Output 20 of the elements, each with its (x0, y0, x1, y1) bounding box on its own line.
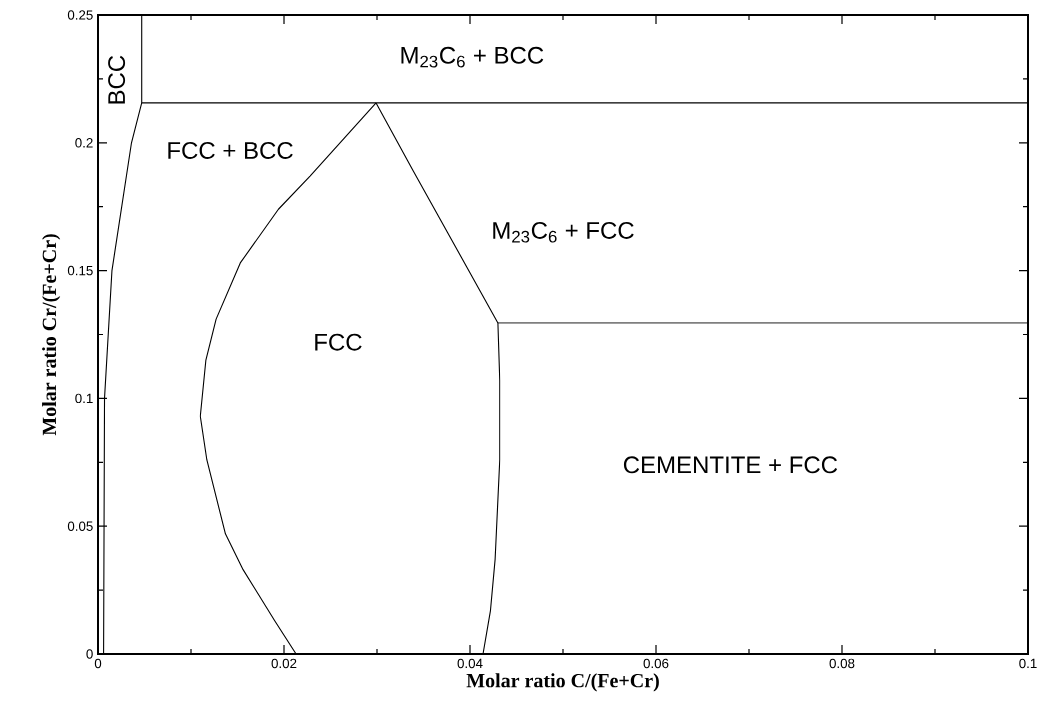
y-tick-label: 0 (86, 649, 93, 659)
x-tick-label: 0.06 (643, 658, 669, 669)
annotation: M$_{23}$C$_{6}$ + BCC (401, 46, 544, 68)
x-axis-title: Molar ratio C/(Fe+Cr) (466, 673, 659, 692)
y-axis-title: Molar ratio Cr/(Fe+Cr) (42, 234, 61, 436)
y-tick-label: 0.15 (67, 265, 93, 276)
annotation: CEMENTITE + FCC (623, 456, 838, 474)
y-tick-label: 0.1 (75, 393, 93, 404)
x-tick-label: 0.1 (1019, 658, 1037, 669)
x-tick-label: 0.08 (829, 658, 855, 669)
y-tick-label: 0.25 (67, 10, 93, 20)
annotation: BCC (108, 55, 126, 104)
annotation: FCC + BCC (168, 141, 293, 159)
y-tick-label: 0.2 (75, 138, 93, 148)
x-tick-label: 0 (94, 658, 102, 669)
y-tick-label: 0.05 (67, 521, 93, 531)
x-tick-label: 0.02 (271, 658, 297, 669)
x-tick-label: 0.04 (457, 658, 483, 669)
annotation: M$_{23}$C$_{6}$ + FCC (493, 221, 634, 243)
annotation: FCC (315, 333, 362, 351)
